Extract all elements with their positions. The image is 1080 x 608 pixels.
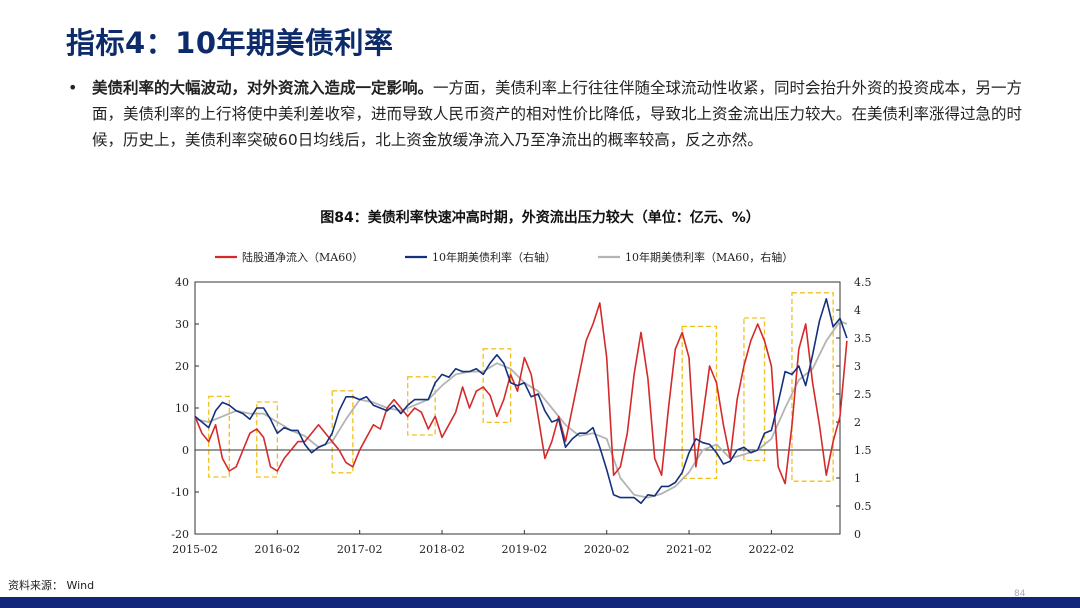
x-tick-label: 2015-02 [172,543,218,556]
chart-axes: 40 30 20 10 0 -10 -20 4.5 4 3.5 3 2.5 2 1.5 1 0.5 0 2015-… [171,276,871,556]
series-line [194,298,848,504]
y-right-tick-label: 2.5 [854,388,872,401]
x-tick-label: 2019-02 [502,543,548,556]
y-right-tick-label: 1 [854,472,861,485]
y-right-tick-label: 0 [854,528,861,541]
source-note: 资料来源： Wind [8,579,95,592]
x-tick-label: 2020-02 [584,543,630,556]
highlight-box [681,325,718,480]
highlight-box [407,376,436,436]
highlight-box [208,395,230,478]
y-left-tick-label: -20 [171,528,189,541]
y-right-tick-label: 2 [854,416,861,429]
y-right-tick-label: 4 [854,304,861,317]
y-right-tick-label: 3 [854,360,861,373]
x-tick-label: 2021-02 [666,543,712,556]
y-right-tick-label: 4.5 [854,276,872,289]
figure-caption: 图84：美债利率快速冲高时期，外资流出压力较大（单位：亿元、%） [320,210,760,226]
y-left-tick-label: 10 [175,402,189,415]
x-tick-label: 2016-02 [254,543,300,556]
highlight-boxes [208,292,834,482]
y-left-tick-label: -10 [171,486,189,499]
chart-series [194,298,848,504]
y-left-tick-label: 40 [175,276,189,289]
bullet-marker: • [68,78,78,97]
y-right-tick-label: 0.5 [854,500,872,513]
legend-label: 陆股通净流入（MA60） [242,250,363,264]
x-tick-label: 2022-02 [749,543,795,556]
y-left-tick-label: 0 [182,444,189,457]
highlight-box [791,292,834,482]
x-tick-label: 2017-02 [337,543,383,556]
plot-frame [194,281,841,535]
bullet-body-text: 一方面，美债利率上行往往伴随全球流动性收紧，同时会抬升外资的投资成本，另一方面，… [92,79,1023,149]
y-right-tick-label: 3.5 [854,332,872,345]
bullet-paragraph: 美债利率的大幅波动，对外资流入造成一定影响。一方面，美债利率上行往往伴随全球流动… [92,75,1032,153]
highlight-box [743,317,766,462]
y-left-tick-label: 20 [175,360,189,373]
y-right-tick-label: 1.5 [854,444,872,457]
highlight-box [482,348,512,424]
x-tick-label: 2018-02 [419,543,465,556]
page-number: 84 [1014,589,1026,599]
slide-title: 指标4：10年期美债利率 [66,26,394,60]
y-left-tick-label: 30 [175,318,189,331]
legend-label: 10年期美债利率（右轴） [432,250,556,264]
legend-label: 10年期美债利率（MA60，右轴） [625,250,793,264]
bullet-bold-text: 美债利率的大幅波动，对外资流入造成一定影响。 [92,79,434,97]
chart-legend: 陆股通净流入（MA60） 10年期美债利率（右轴） 10年期美债利率（MA60，右轴… [215,250,793,264]
series-line [194,302,848,485]
highlight-box [256,401,278,478]
bottom-bar [0,597,1080,608]
